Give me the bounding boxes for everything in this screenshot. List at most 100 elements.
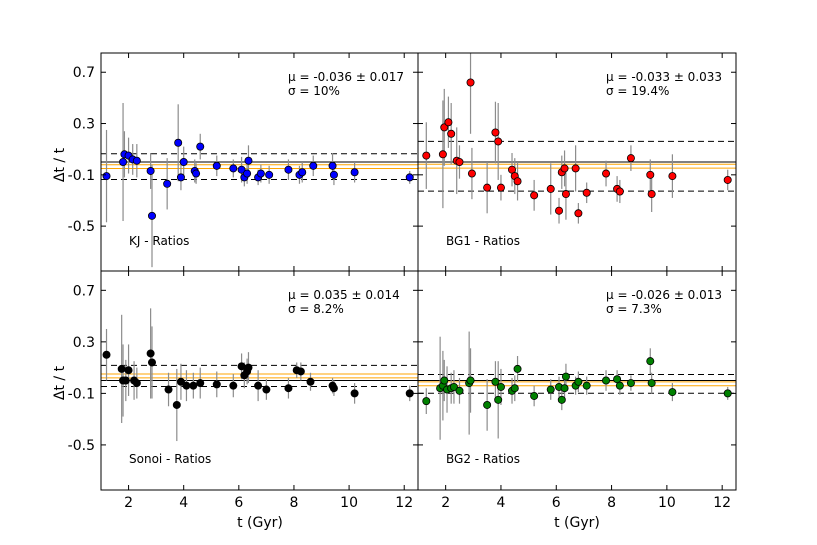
data-point [189,381,198,390]
xtick-label: 2 [124,495,133,511]
xtick-label: 10 [658,495,676,511]
ytick-label: -0.5 [68,219,95,235]
data-point [306,377,315,386]
data-point [557,395,566,404]
xtick-label: 2 [441,495,450,511]
data-point [723,175,732,184]
plot-area [101,103,418,268]
mu-annotation: μ = -0.026 ± 0.013 [606,288,722,302]
data-point [496,382,505,391]
data-point [329,170,338,179]
ytick-label: 0.7 [73,283,95,299]
data-point [530,191,539,200]
ytick-label: 0.7 [73,65,95,81]
data-point [483,400,492,409]
data-point [262,385,271,394]
data-point [582,381,591,390]
xlabel-right: t (Gyr) [554,515,600,531]
data-point [646,357,655,366]
data-point [121,376,130,385]
data-point [494,395,503,404]
data-point [146,349,155,358]
data-point [513,177,522,186]
data-point [298,168,307,177]
data-point [668,388,677,397]
data-point [229,381,238,390]
data-point [117,364,126,373]
data-point [328,161,337,170]
data-point [102,172,111,181]
data-point [723,389,732,398]
data-point [615,381,624,390]
data-point [466,376,475,385]
xtick-label: 12 [713,495,731,511]
mu-annotation: μ = -0.033 ± 0.033 [606,70,722,84]
data-point [626,379,635,388]
data-point [466,78,475,87]
data-point [560,384,569,393]
panel-bottom-left: 0.7 0.3 -0.1 -0.5 2 4 6 8 10 12 μ = 0.035 ± 0.014σ… [68,270,419,511]
data-point [546,184,555,193]
panel-frame [417,270,737,491]
data-point [176,173,185,182]
data-point [212,380,221,389]
xtick-label: 8 [289,495,298,511]
data-point [483,183,492,192]
data-point [491,377,500,386]
data-point [119,157,128,166]
data-point [422,397,431,406]
data-point [254,381,263,390]
sigma-annotation: σ = 19.4% [606,84,669,98]
data-point [179,157,188,166]
data-point [467,169,476,178]
data-point [229,164,238,173]
xtick-label: 12 [395,495,413,511]
data-point [350,168,359,177]
data-point [146,166,155,175]
data-point [244,156,253,165]
data-point [626,154,635,163]
data-point [256,169,265,178]
xtick-label: 6 [234,495,243,511]
sigma-annotation: σ = 8.2% [288,302,344,316]
ytick-label: 0.3 [73,117,95,133]
data-point [438,150,447,159]
data-point [405,389,414,398]
data-point [196,379,205,388]
data-point [243,169,252,178]
data-point [174,138,183,147]
sigma-annotation: σ = 10% [288,84,340,98]
data-point [132,156,141,165]
ylabel-bottom: Δt / t [52,365,68,400]
data-point [647,379,656,388]
data-point [494,137,503,146]
data-point [510,384,519,393]
xtick-label: 4 [179,495,188,511]
data-point [422,151,431,160]
data-point [560,164,569,173]
data-point [449,382,458,391]
data-point [530,391,539,400]
data-point [237,165,246,174]
data-point [615,187,624,196]
data-point [602,376,611,385]
data-point [555,206,564,215]
data-point [182,381,191,390]
data-point [546,385,555,394]
data-point [147,211,156,220]
data-point [164,385,173,394]
ytick-label: 0.3 [73,335,95,351]
xtick-label: 10 [340,495,358,511]
data-point [102,350,111,359]
data-point [582,188,591,197]
data-point [265,170,274,179]
data-point [196,142,205,151]
data-point [513,364,522,373]
mu-annotation: μ = 0.035 ± 0.014 [288,288,400,302]
data-point [602,169,611,178]
data-point [447,129,456,138]
data-point [147,358,156,367]
data-point [309,161,318,170]
